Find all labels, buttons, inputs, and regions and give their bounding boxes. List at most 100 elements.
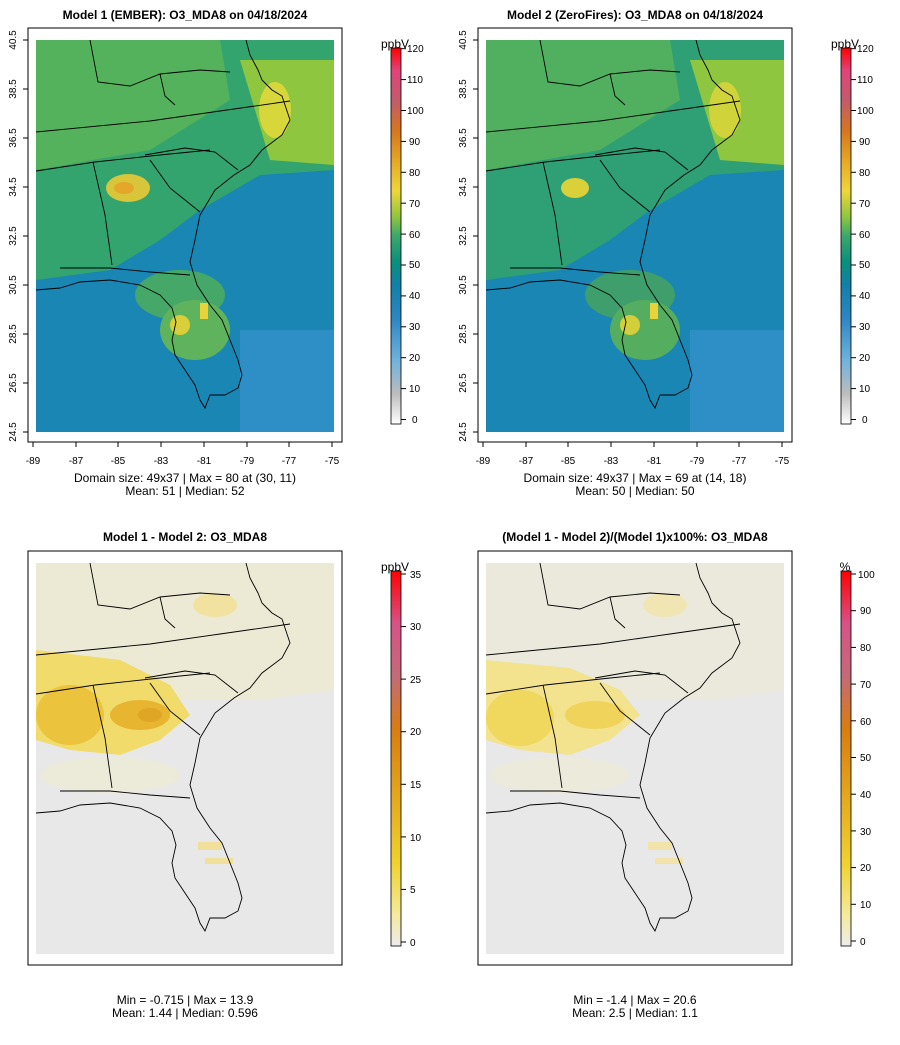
x-tick-label: -89 — [26, 456, 41, 467]
colorbar-strip — [390, 47, 402, 425]
cb-tick-label: 5 — [410, 885, 416, 896]
cb-tick-label: 110 — [857, 75, 873, 86]
y-axis: 24.5 26.5 28.5 30.5 32.5 34.5 36.5 38.5 … — [458, 30, 479, 442]
heatmap-hotspot-atlanta — [561, 178, 589, 198]
colorbar-ticks: 0 10 20 30 40 50 60 70 80 90 100 — [851, 570, 875, 948]
cb-tick-label: 100 — [857, 106, 874, 117]
heatmap-hotspot-tampa — [170, 315, 190, 335]
boundary-sc-nc — [594, 670, 689, 694]
cb-tick-label: 110 — [407, 75, 423, 86]
heatmap-field — [486, 563, 784, 954]
heatmap-field — [36, 563, 334, 954]
heatmap-hotspot-georgia-core — [138, 708, 162, 722]
heatmap-region-northwest — [36, 40, 230, 170]
boundary-va-nc — [36, 100, 291, 133]
cb-tick-label: 0 — [410, 938, 416, 949]
x-tick-label: -75 — [325, 456, 340, 467]
colorbar: ppbV 0 5 10 15 20 25 30 35 — [381, 560, 422, 949]
boundary-ga-fl — [60, 790, 191, 799]
heatmap-field — [36, 40, 334, 432]
boundary-ga-fl — [510, 267, 641, 276]
cb-tick-label: 15 — [410, 780, 422, 791]
x-tick-label: -75 — [775, 456, 790, 467]
y-tick-label: 36.5 — [458, 128, 469, 148]
panel-title: Model 1 (EMBER): O3_MDA8 on 04/18/2024 — [63, 8, 308, 22]
boundary-north-states — [539, 563, 681, 610]
heatmap-hotspot-orlando — [200, 303, 208, 319]
y-tick-label: 32.5 — [8, 226, 19, 246]
state-boundaries — [36, 40, 291, 410]
stats-line-2: Mean: 2.5 | Median: 1.1 — [572, 1006, 698, 1020]
cb-tick-label: 60 — [860, 717, 872, 728]
heatmap-hotspot-florida — [198, 842, 222, 850]
stats-line-2: Mean: 51 | Median: 52 — [125, 484, 245, 498]
cb-tick-label: 60 — [859, 230, 871, 241]
y-tick-label: 40.5 — [8, 30, 19, 50]
heatmap-hotspot-tampa — [620, 315, 640, 335]
cb-tick-label: 80 — [860, 643, 872, 654]
boundary-ga-al — [92, 684, 113, 789]
y-tick-label: 28.5 — [8, 324, 19, 344]
y-tick-label: 36.5 — [8, 128, 19, 148]
x-tick-label: -85 — [561, 456, 576, 467]
x-tick-label: -81 — [647, 456, 662, 467]
x-tick-label: -77 — [282, 456, 297, 467]
boundary-ga-fl — [510, 790, 641, 799]
colorbar-unit: ppbV — [831, 37, 859, 51]
heatmap-hotspot-florida-south — [205, 858, 233, 864]
cb-tick-label: 70 — [860, 680, 872, 691]
stats-line-2: Mean: 50 | Median: 50 — [575, 484, 695, 498]
heatmap-hotspot-west — [36, 685, 104, 745]
colorbar: ppbV 0 10 20 30 40 50 — [381, 37, 424, 426]
boundary-ga-al — [542, 161, 563, 266]
cb-tick-label: 40 — [409, 291, 421, 302]
cb-tick-label: 50 — [409, 260, 421, 271]
cb-tick-label: 120 — [857, 44, 874, 55]
panel-percent-difference: (Model 1 - Model 2)/(Model 1)x100%: O3_M… — [477, 530, 875, 1020]
panel-difference: Model 1 - Model 2: O3_MDA8 ppbV — [27, 530, 422, 1020]
y-tick-label: 26.5 — [8, 373, 19, 393]
boundary-wv — [609, 596, 626, 629]
coastline — [36, 563, 291, 933]
y-tick-label: 38.5 — [458, 79, 469, 99]
panel-model1: Model 1 (EMBER): O3_MDA8 on 04/18/2024 — [8, 8, 424, 498]
y-axis: 24.5 26.5 28.5 30.5 32.5 34.5 36.5 38.5 … — [8, 30, 29, 442]
cb-tick-label: 60 — [409, 230, 421, 241]
panel-title: (Model 1 - Model 2)/(Model 1)x100%: O3_M… — [502, 530, 768, 544]
cb-tick-label: 30 — [859, 322, 871, 333]
colorbar-unit: ppbV — [381, 560, 409, 574]
cb-tick-label: 25 — [410, 675, 422, 686]
cb-tick-label: 0 — [412, 415, 418, 426]
heatmap-hotspot-chesapeake — [259, 82, 291, 138]
cb-tick-label: 35 — [410, 570, 422, 581]
boundary-ga-fl — [60, 267, 191, 276]
x-tick-label: -87 — [519, 456, 534, 467]
boundary-sc-nc — [144, 670, 239, 694]
cb-tick-label: 30 — [410, 622, 422, 633]
x-tick-label: -83 — [154, 456, 169, 467]
colorbar-ticks: 0 5 10 15 20 25 30 35 — [401, 570, 422, 949]
stats-line-1: Domain size: 49x37 | Max = 69 at (14, 18… — [524, 471, 747, 485]
cb-tick-label: 80 — [859, 168, 871, 179]
boundary-wv — [159, 596, 176, 629]
stats-line-1: Min = -0.715 | Max = 13.9 — [117, 993, 254, 1007]
cb-tick-label: 10 — [409, 384, 421, 395]
x-tick-label: -85 — [111, 456, 126, 467]
y-tick-label: 30.5 — [8, 275, 19, 295]
cb-tick-label: 10 — [860, 900, 872, 911]
y-tick-label: 30.5 — [458, 275, 469, 295]
y-tick-label: 34.5 — [8, 177, 19, 197]
stats-line-1: Min = -1.4 | Max = 20.6 — [573, 993, 697, 1007]
coastline — [486, 563, 741, 933]
boundary-va-nc — [486, 100, 741, 133]
panel-model2: Model 2 (ZeroFires): O3_MDA8 on 04/18/20… — [458, 8, 874, 498]
cb-tick-label: 90 — [860, 606, 872, 617]
heatmap-region-northeast — [193, 593, 237, 617]
cb-tick-label: 120 — [407, 44, 424, 55]
heatmap-region-northwest — [486, 40, 680, 170]
x-tick-label: -81 — [197, 456, 212, 467]
colorbar-strip — [390, 570, 402, 947]
cb-tick-label: 50 — [860, 753, 872, 764]
boundary-tn-ga — [36, 149, 211, 172]
